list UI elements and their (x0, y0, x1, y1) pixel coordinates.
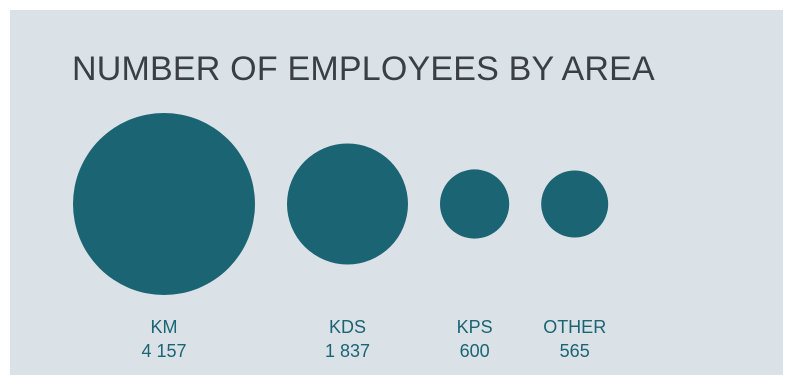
chart-title: NUMBER OF EMPLOYEES BY AREA (72, 50, 655, 88)
category-label: KDS (329, 317, 366, 337)
value-label: 600 (460, 341, 490, 361)
bubble-km (73, 113, 255, 295)
category-label: KPS (457, 317, 493, 337)
chart-panel: NUMBER OF EMPLOYEES BY AREA KM 4 157 KDS 1 … (10, 10, 783, 375)
bubble-chart: KM 4 157 KDS 1 837 KPS 600 OTHER 565 (73, 113, 609, 361)
bubble-kps (440, 169, 510, 239)
bubble-other (541, 170, 609, 238)
value-label: 4 157 (141, 341, 186, 361)
category-label: KM (151, 317, 178, 337)
value-label: 1 837 (325, 341, 370, 361)
bubble-kds (287, 143, 408, 265)
category-label: OTHER (543, 317, 606, 337)
value-label: 565 (560, 341, 590, 361)
